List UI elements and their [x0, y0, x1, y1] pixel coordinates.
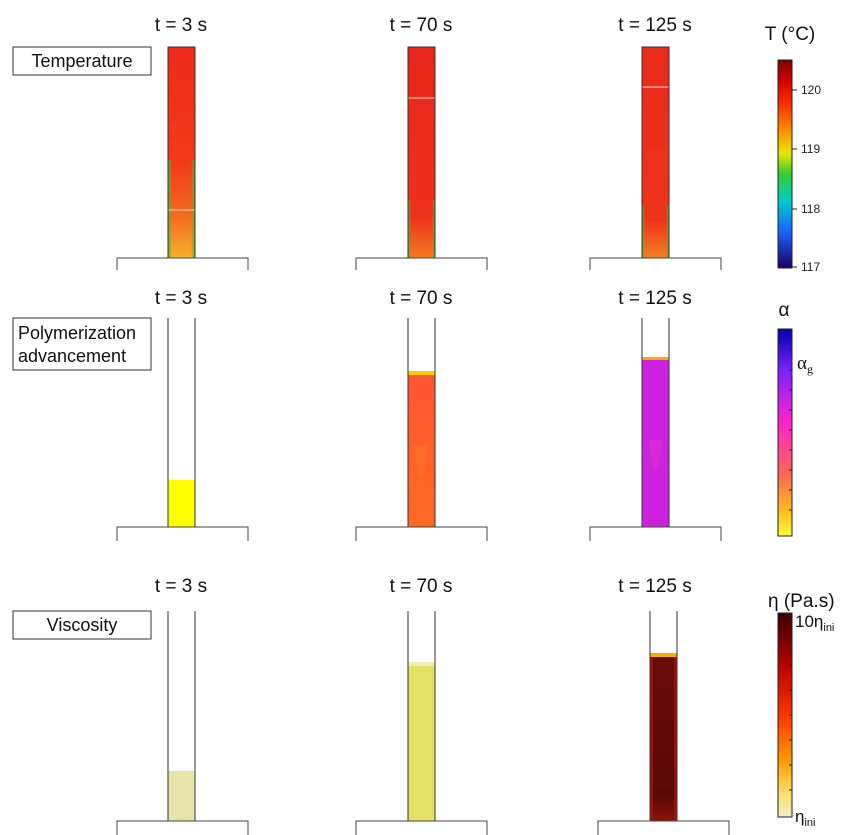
viscosity-tube-t125	[649, 611, 678, 821]
temperature-tube-t3	[167, 46, 196, 259]
row-label-line2: advancement	[18, 346, 126, 366]
colorbar-title: α	[779, 300, 790, 321]
mold-base	[355, 257, 488, 270]
time-label: t = 70 s	[390, 288, 453, 309]
mold-base	[116, 526, 249, 541]
alpha-tube-t3	[167, 318, 196, 527]
temperature-tube-t125	[641, 46, 670, 259]
mold-base	[355, 526, 488, 541]
mold-base	[116, 820, 249, 835]
mold-base	[589, 257, 722, 270]
alpha-tube-t70	[407, 318, 436, 527]
time-label: t = 70 s	[390, 576, 453, 597]
row-label-box	[12, 46, 152, 76]
colorbar-title: η (Pa.s)	[768, 591, 835, 612]
viscosity-tube-t70	[407, 611, 436, 821]
alpha-gel-marker: αg	[797, 353, 813, 376]
row-polymerization: Polymerization advancement t = 3 s t = 7…	[12, 288, 813, 541]
tick-label: 118	[801, 202, 820, 216]
viscosity-max-label: 10ηini	[795, 612, 834, 634]
row-temperature: Temperature t = 3 s t = 70 s t = 125 s	[12, 15, 821, 274]
viscosity-tube-t3	[167, 611, 196, 821]
time-label: t = 3 s	[155, 15, 207, 36]
time-label: t = 3 s	[155, 288, 207, 309]
row-viscosity: Viscosity t = 3 s t = 70 s t = 125 s	[12, 576, 835, 835]
tick-label: 120	[801, 83, 821, 97]
viscosity-min-label: ηini	[795, 807, 815, 829]
time-label: t = 125 s	[618, 288, 691, 309]
alpha-tube-t125	[641, 318, 670, 527]
time-label: t = 3 s	[155, 576, 207, 597]
colorbar-minor-ticks	[789, 639, 792, 791]
row-label: Temperature	[31, 51, 132, 71]
row-label-line1: Polymerization	[18, 323, 136, 343]
colorbar-ticks: 120 119 118 117	[792, 83, 821, 274]
colorbar-title: T (°C)	[765, 24, 816, 45]
tick-label: 117	[801, 260, 820, 274]
temperature-colorbar	[777, 59, 793, 269]
mold-base	[597, 820, 730, 835]
time-label: t = 125 s	[618, 15, 691, 36]
alpha-colorbar	[777, 328, 793, 537]
temperature-tube-t70	[407, 46, 436, 259]
row-label-box	[12, 610, 152, 640]
mold-base	[589, 526, 722, 541]
mold-base	[355, 820, 488, 835]
time-label: t = 125 s	[618, 576, 691, 597]
tick-label: 119	[801, 142, 820, 156]
row-label-box	[12, 317, 152, 371]
colorbar-minor-ticks	[789, 349, 792, 511]
time-label: t = 70 s	[390, 15, 453, 36]
mold-base	[116, 257, 249, 270]
row-label: Viscosity	[47, 615, 118, 635]
